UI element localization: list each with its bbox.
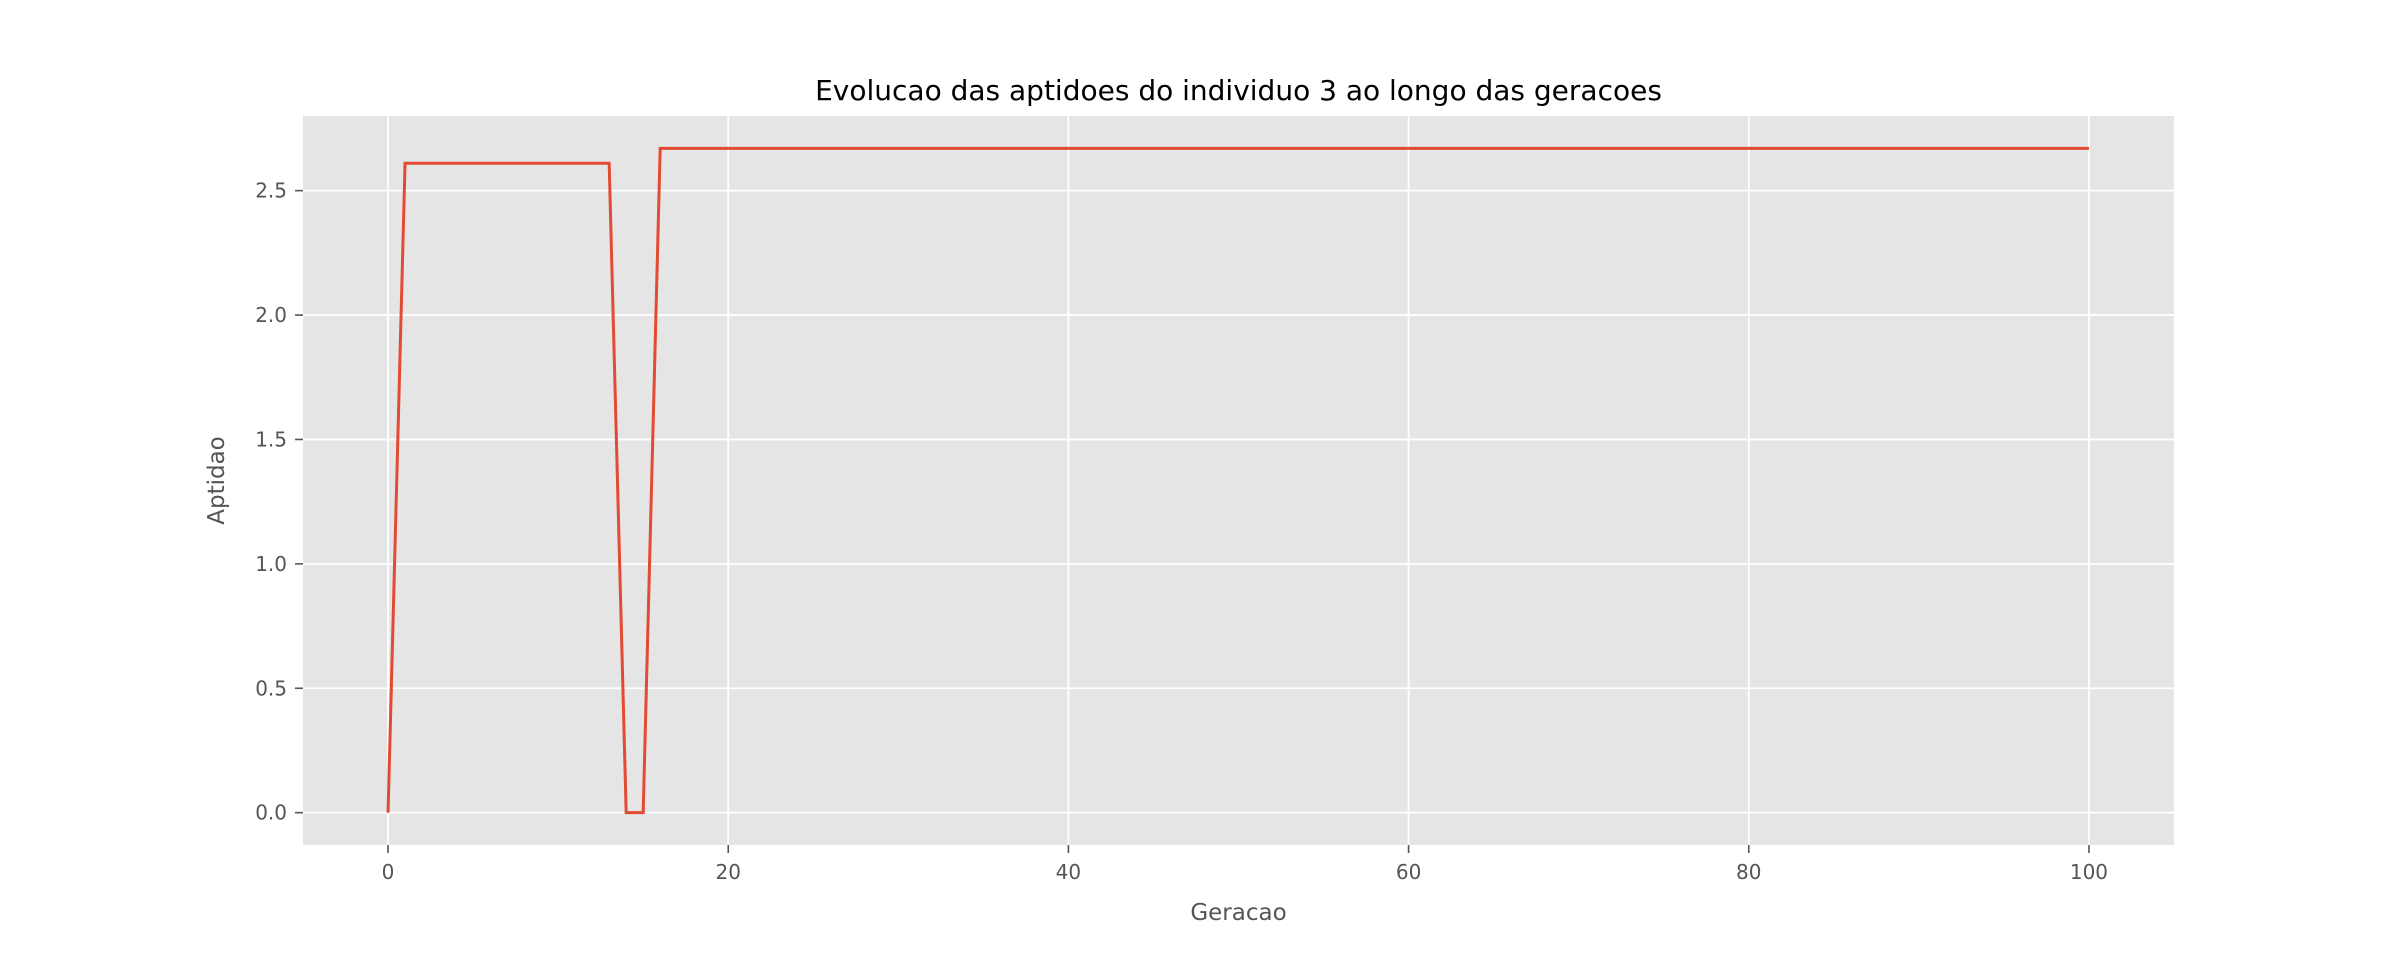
x-tick-label: 80 — [1736, 860, 1761, 884]
y-axis-label: Aptidao — [204, 436, 230, 525]
plot-area — [303, 116, 2174, 845]
chart-title: Evolucao das aptidoes do individuo 3 ao … — [815, 74, 1662, 107]
y-tick-label: 2.0 — [255, 303, 287, 327]
series-layer — [386, 146, 2089, 815]
y-tick-label: 0.0 — [255, 801, 287, 825]
x-tick-label: 100 — [2070, 860, 2108, 884]
x-axis-ticks: 0 20 40 60 80 100 — [382, 845, 2108, 884]
y-tick-label: 2.5 — [255, 179, 287, 203]
x-tick-label: 60 — [1396, 860, 1421, 884]
series-line-0 — [386, 146, 2089, 815]
x-axis-label: Geracao — [1190, 900, 1286, 926]
y-tick-label: 0.5 — [255, 676, 287, 700]
x-tick-label: 20 — [716, 860, 741, 884]
x-tick-label: 0 — [382, 860, 395, 884]
y-axis-ticks: 0.0 0.5 1.0 1.5 2.0 2.5 — [255, 179, 303, 825]
y-tick-label: 1.0 — [255, 552, 287, 576]
x-tick-label: 40 — [1056, 860, 1081, 884]
grid-lines — [303, 116, 2174, 845]
y-tick-label: 1.5 — [255, 427, 287, 451]
